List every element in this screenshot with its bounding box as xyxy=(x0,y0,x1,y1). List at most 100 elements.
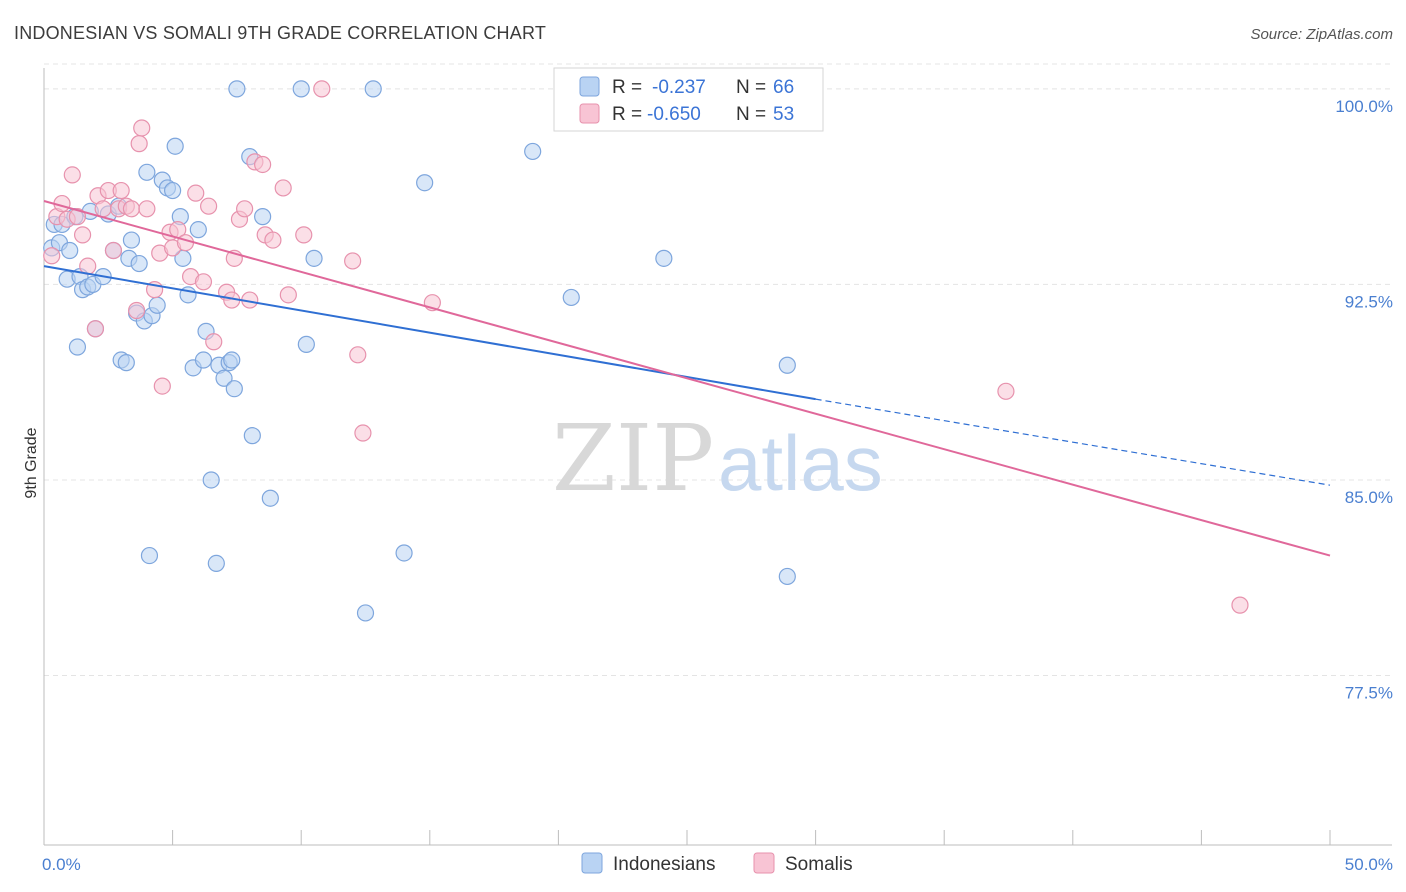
point-indonesians-45 xyxy=(223,351,241,369)
point-indonesians-5 xyxy=(61,241,79,260)
axes xyxy=(43,68,1392,846)
series-legend-label-somalis: Somalis xyxy=(785,854,853,875)
point-indonesians-28 xyxy=(148,296,166,314)
point-indonesians-51 xyxy=(261,489,279,507)
legend-n-value-somalis: 53 xyxy=(773,104,794,125)
series-legend-label-indonesians: Indonesians xyxy=(613,854,715,875)
point-indonesians-47 xyxy=(228,80,246,98)
point-somalis-12 xyxy=(104,241,123,260)
point-somalis-48 xyxy=(349,346,367,364)
point-indonesians-50 xyxy=(254,208,272,226)
point-somalis-5 xyxy=(68,208,87,226)
point-indonesians-61 xyxy=(655,249,673,267)
point-somalis-37 xyxy=(236,200,254,218)
legend-r-value-somalis: -0.650 xyxy=(647,104,701,125)
point-indonesians-55 xyxy=(356,604,375,622)
point-indonesians-40 xyxy=(202,471,220,489)
point-somalis-16 xyxy=(122,200,141,218)
point-indonesians-59 xyxy=(524,142,542,161)
point-indonesians-7 xyxy=(68,338,87,356)
legend-r-label-indonesians: R = xyxy=(612,77,642,98)
legend-swatch-indonesians xyxy=(579,76,600,97)
point-indonesians-63 xyxy=(778,567,796,586)
series-indonesians-points xyxy=(43,80,796,622)
point-indonesians-56 xyxy=(364,80,382,98)
point-somalis-20 xyxy=(138,200,156,218)
point-somalis-6 xyxy=(73,226,92,244)
point-indonesians-25 xyxy=(138,163,156,181)
point-indonesians-26 xyxy=(140,546,159,565)
point-somalis-31 xyxy=(200,197,218,215)
point-somalis-47 xyxy=(344,252,362,270)
x-tick-label-0: 0.0% xyxy=(42,855,81,874)
stats-legend: R = -0.237 N = 66 R = -0.650 N = 53 xyxy=(553,67,824,132)
point-indonesians-57 xyxy=(395,544,413,562)
point-indonesians-58 xyxy=(416,174,434,192)
point-indonesians-62 xyxy=(778,356,796,374)
point-somalis-32 xyxy=(205,333,223,351)
point-indonesians-37 xyxy=(189,221,207,239)
point-somalis-45 xyxy=(295,226,313,244)
trend-line-indonesians xyxy=(43,265,816,401)
y-tick-label-2: 85.0% xyxy=(1345,488,1393,507)
legend-n-label-indonesians: N = xyxy=(736,77,766,98)
point-somalis-23 xyxy=(153,377,171,395)
y-tick-label-0: 100.0% xyxy=(1335,97,1393,116)
point-somalis-40 xyxy=(254,155,272,174)
point-somalis-17 xyxy=(127,301,146,320)
point-indonesians-46 xyxy=(225,380,243,398)
point-indonesians-41 xyxy=(207,554,225,573)
legend-swatch-somalis xyxy=(579,103,600,124)
point-somalis-8 xyxy=(86,320,105,338)
legend-r-label-somalis: R = xyxy=(612,104,642,125)
point-indonesians-21 xyxy=(122,231,141,249)
trend-line-indonesians-extension xyxy=(815,398,1331,486)
legend-n-label-somalis: N = xyxy=(736,104,766,125)
tick-labels: 100.0% 92.5% 85.0% 77.5% 0.0% 50.0% xyxy=(42,97,1393,874)
point-indonesians-31 xyxy=(164,181,182,200)
watermark: ZIP atlas xyxy=(552,405,883,512)
series-somalis-points xyxy=(43,80,1249,614)
point-somalis-0 xyxy=(43,247,61,265)
y-axis-label: 9th Grade xyxy=(23,427,40,498)
trend-line-somalis xyxy=(43,200,1331,557)
point-indonesians-49 xyxy=(243,427,261,445)
point-indonesians-19 xyxy=(117,354,135,372)
point-indonesians-38 xyxy=(194,351,213,369)
chart-source: Source: ZipAtlas.com xyxy=(1250,26,1393,43)
point-somalis-52 xyxy=(1231,596,1249,614)
point-indonesians-52 xyxy=(292,80,310,98)
trend-lines xyxy=(43,200,1331,557)
point-indonesians-53 xyxy=(297,335,315,353)
series-legend-swatch-indonesians xyxy=(581,852,603,874)
legend-r-value-indonesians: -0.237 xyxy=(652,77,706,98)
legend-n-value-indonesians: 66 xyxy=(773,77,794,98)
y-tick-label-1: 92.5% xyxy=(1345,292,1393,311)
point-indonesians-32 xyxy=(166,137,184,155)
point-somalis-44 xyxy=(279,286,297,304)
point-somalis-27 xyxy=(176,234,195,252)
watermark-atlas: atlas xyxy=(718,419,883,507)
point-indonesians-23 xyxy=(130,254,148,273)
chart-title: INDONESIAN VS SOMALI 9TH GRADE CORRELATI… xyxy=(14,23,546,43)
point-indonesians-54 xyxy=(305,249,323,267)
point-somalis-51 xyxy=(997,382,1015,400)
point-somalis-4 xyxy=(63,166,81,184)
point-somalis-14 xyxy=(112,181,130,200)
series-legend-swatch-somalis xyxy=(753,852,775,874)
point-somalis-19 xyxy=(133,119,151,137)
series-legend: Indonesians Somalis xyxy=(581,852,853,875)
x-tick-label-1: 50.0% xyxy=(1345,855,1393,874)
point-somalis-43 xyxy=(274,179,292,197)
point-somalis-18 xyxy=(130,135,148,153)
point-somalis-10 xyxy=(94,200,112,218)
watermark-zip: ZIP xyxy=(552,405,714,512)
point-indonesians-60 xyxy=(562,288,580,307)
point-indonesians-43 xyxy=(215,369,233,387)
point-somalis-46 xyxy=(313,80,331,98)
point-somalis-49 xyxy=(354,424,372,442)
point-somalis-42 xyxy=(264,231,282,249)
y-tick-label-3: 77.5% xyxy=(1345,684,1393,703)
point-somalis-30 xyxy=(194,273,213,291)
